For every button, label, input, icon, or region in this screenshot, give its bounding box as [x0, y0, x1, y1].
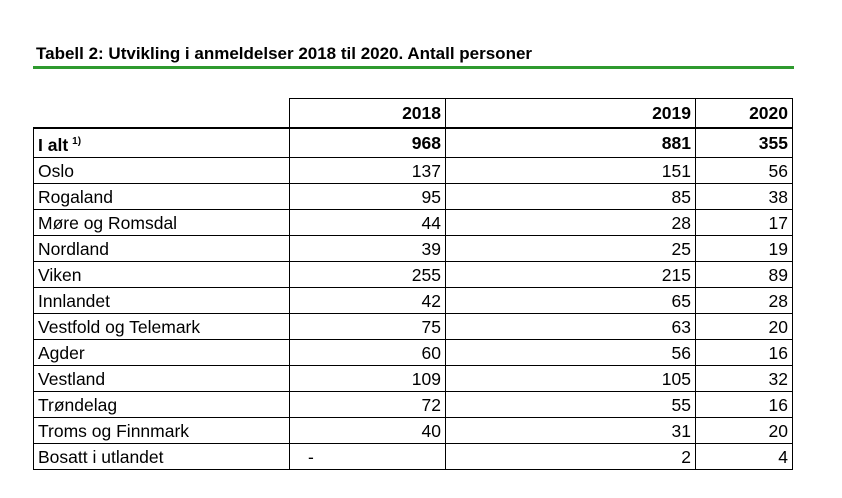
header-year-2020: 2020 [695, 98, 793, 129]
table-row: Rogaland 95 85 38 [33, 183, 793, 210]
row-label: Bosatt i utlandet [33, 443, 290, 470]
row-value-2018: 39 [289, 235, 446, 262]
row-value-2020: 89 [695, 261, 793, 288]
row-label: Vestfold og Telemark [33, 313, 290, 340]
row-value-2020: 16 [695, 339, 793, 366]
total-label: I alt [38, 134, 69, 155]
row-value-2019: 215 [445, 261, 696, 288]
row-label: Innlandet [33, 287, 290, 314]
header-year-2018: 2018 [289, 98, 446, 129]
row-value-2020: 38 [695, 183, 793, 210]
row-label: Trøndelag [33, 391, 290, 418]
row-value-2020: 32 [695, 365, 793, 392]
row-value-2018: 95 [289, 183, 446, 210]
table-row: Vestland 109 105 32 [33, 365, 793, 392]
data-table: 2018 2019 2020 I alt 1) 968 881 355 Oslo 1… [33, 98, 793, 470]
table-title: Tabell 2: Utvikling i anmeldelser 2018 t… [36, 44, 533, 63]
total-row: I alt 1) 968 881 355 [33, 127, 793, 158]
row-value-2019: 25 [445, 235, 696, 262]
row-label: Troms og Finnmark [33, 417, 290, 444]
row-value-2019: 31 [445, 417, 696, 444]
row-label: Oslo [33, 157, 290, 184]
row-value-2020: 28 [695, 287, 793, 314]
table-row: Trøndelag 72 55 16 [33, 391, 793, 418]
header-year-2019: 2019 [445, 98, 696, 129]
row-value-2020: 4 [695, 443, 793, 470]
row-value-2019: 85 [445, 183, 696, 210]
row-value-2020: 19 [695, 235, 793, 262]
row-value-2018: 60 [289, 339, 446, 366]
row-value-2018: 40 [289, 417, 446, 444]
row-value-2019: 56 [445, 339, 696, 366]
title-underline [33, 66, 794, 69]
row-value-2018: - [289, 443, 446, 470]
table-row: Nordland 39 25 19 [33, 235, 793, 262]
row-value-2020: 20 [695, 417, 793, 444]
table-row: Oslo 137 151 56 [33, 157, 793, 184]
row-label: Møre og Romsdal [33, 209, 290, 236]
table-row: Møre og Romsdal 44 28 17 [33, 209, 793, 236]
row-value-2019: 65 [445, 287, 696, 314]
row-value-2020: 16 [695, 391, 793, 418]
total-label-cell: I alt 1) [33, 127, 290, 158]
row-label: Viken [33, 261, 290, 288]
row-value-2020: 56 [695, 157, 793, 184]
row-value-2020: 17 [695, 209, 793, 236]
row-value-2018: 72 [289, 391, 446, 418]
header-corner [33, 98, 290, 129]
footnote-marker: 1) [72, 135, 82, 147]
table-row: Bosatt i utlandet -2 4 [33, 443, 793, 470]
row-value-2018: 137 [289, 157, 446, 184]
table-row: Agder 60 56 16 [33, 339, 793, 366]
total-2020: 355 [695, 127, 793, 158]
row-value-2019: 28 [445, 209, 696, 236]
table-row: Troms og Finnmark 40 31 20 [33, 417, 793, 444]
row-value-2018: 42 [289, 287, 446, 314]
row-label: Rogaland [33, 183, 290, 210]
row-value-2019: 151 [445, 157, 696, 184]
row-label: Agder [33, 339, 290, 366]
row-label: Nordland [33, 235, 290, 262]
row-value-2020: 20 [695, 313, 793, 340]
row-value-2018: 44 [289, 209, 446, 236]
row-value-2019: 55 [445, 391, 696, 418]
row-value-2018: 109 [289, 365, 446, 392]
row-value-2019: 2 [445, 443, 696, 470]
table-row: Vestfold og Telemark 75 63 20 [33, 313, 793, 340]
row-value-2019: 63 [445, 313, 696, 340]
row-value-2018: 75 [289, 313, 446, 340]
header-row: 2018 2019 2020 [33, 98, 793, 129]
row-value-2018: 255 [289, 261, 446, 288]
row-value-2019: 105 [445, 365, 696, 392]
table-row: Viken 255 215 89 [33, 261, 793, 288]
table-row: Innlandet 42 65 28 [33, 287, 793, 314]
total-2018: 968 [289, 127, 446, 158]
row-label: Vestland [33, 365, 290, 392]
total-2019: 881 [445, 127, 696, 158]
